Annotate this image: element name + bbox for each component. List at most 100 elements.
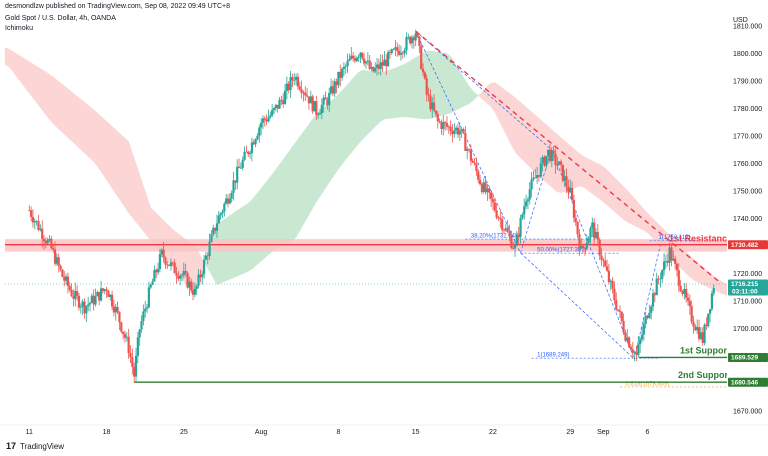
candle-body [77, 295, 81, 308]
candle-body [453, 130, 456, 135]
candle-body [431, 102, 434, 110]
candle-body [418, 36, 421, 46]
cloud-segment [101, 116, 107, 181]
tradingview-branding[interactable]: 17 TradingView [6, 441, 64, 451]
candle-body [74, 290, 77, 299]
candle-body [271, 110, 274, 116]
candle-body [445, 123, 449, 127]
price-tag [728, 240, 768, 250]
candle-body [116, 306, 119, 312]
cloud-segment [614, 176, 619, 216]
cloud-segment [684, 250, 690, 278]
candle-body [637, 344, 640, 355]
candle-body [153, 269, 156, 282]
candle-body [374, 67, 377, 72]
cloud-segment [84, 101, 90, 158]
candle-body [510, 236, 513, 248]
candle-body [173, 262, 176, 274]
candle-body [672, 258, 675, 261]
level-label: 1st Resistance [669, 234, 732, 244]
candle-body [368, 60, 371, 69]
cloud-segment [530, 110, 536, 173]
y-tick-label: 1740.000 [733, 216, 762, 223]
candle-body [112, 306, 116, 313]
candle-body [322, 97, 325, 105]
candle-body [607, 270, 610, 283]
candle-body [243, 151, 246, 160]
trendline [415, 30, 720, 283]
candle-body [53, 249, 57, 264]
candle-body [363, 58, 366, 64]
candle-body [536, 175, 539, 178]
candle-body [88, 302, 92, 305]
candle-body [372, 66, 375, 72]
candle-body [48, 238, 51, 240]
candle-body [504, 228, 507, 231]
candle-body [539, 163, 542, 177]
candle-body [248, 153, 252, 155]
cloud-segment [247, 198, 253, 273]
candle-body [267, 117, 270, 122]
candle-body [339, 71, 342, 78]
candle-body [565, 176, 568, 187]
candle-body [493, 202, 496, 211]
candle-body [123, 334, 127, 338]
y-tick-label: 1720.000 [733, 271, 762, 278]
candle-body [276, 104, 279, 109]
cloud-segment [618, 181, 624, 220]
cloud-segment [517, 98, 522, 160]
cloud-segment [66, 87, 72, 142]
candle-body [272, 107, 276, 111]
candle-body [675, 263, 679, 271]
candle-body [179, 275, 182, 279]
cloud-segment [411, 57, 416, 119]
fib-label: 1(1689.249) [537, 353, 569, 359]
candle-body [666, 260, 669, 263]
cloud-segment [318, 107, 324, 200]
candle-body [559, 161, 563, 165]
candle-body [361, 52, 364, 59]
cloud-segment [79, 98, 85, 154]
cloud-segment [459, 70, 465, 109]
candle-body [304, 92, 307, 96]
candle-body [85, 306, 88, 314]
level-labels: 1st Resistance 1st Support 2nd Support [669, 234, 732, 380]
candle-body [177, 275, 180, 279]
y-tick-label: 1770.000 [733, 133, 762, 140]
candle-body [190, 281, 193, 291]
candle-body [92, 295, 95, 305]
candle-body [477, 171, 480, 180]
cloud-segment [256, 187, 262, 266]
x-tick-label: 6 [646, 429, 650, 436]
candle-body [442, 122, 445, 129]
candle-body [315, 101, 318, 115]
candle-body [274, 104, 277, 108]
candle-body [298, 86, 301, 90]
candle-body [604, 260, 607, 267]
candle-body [462, 129, 465, 134]
cloud-segment [128, 141, 134, 219]
cloud-segment [468, 85, 474, 105]
cloud-segment [455, 63, 460, 111]
indicator-label[interactable]: Ichimoku [5, 25, 34, 32]
time-axis[interactable]: 11 18 25 Aug 8 15 22 29 Sep 6 [0, 424, 768, 436]
x-tick-label: 8 [336, 429, 340, 436]
x-tick-label: 11 [26, 429, 33, 436]
countdown-label: 03:11:00 [732, 288, 758, 295]
candle-body [204, 255, 208, 260]
candle-body [57, 257, 60, 266]
candle-body [488, 188, 491, 193]
candle-body [423, 72, 426, 79]
candle-body [219, 213, 222, 216]
price-axis[interactable]: USD1670.0001680.0001690.0001700.0001710.… [727, 0, 768, 456]
candle-body [388, 52, 392, 54]
candle-body [193, 288, 196, 295]
candle-body [366, 60, 369, 62]
descending-trendline [415, 30, 720, 283]
candle-body [59, 265, 62, 270]
candle-body [142, 311, 145, 321]
candle-body [420, 45, 423, 69]
candle-body [50, 238, 53, 249]
candle-body [561, 164, 564, 181]
